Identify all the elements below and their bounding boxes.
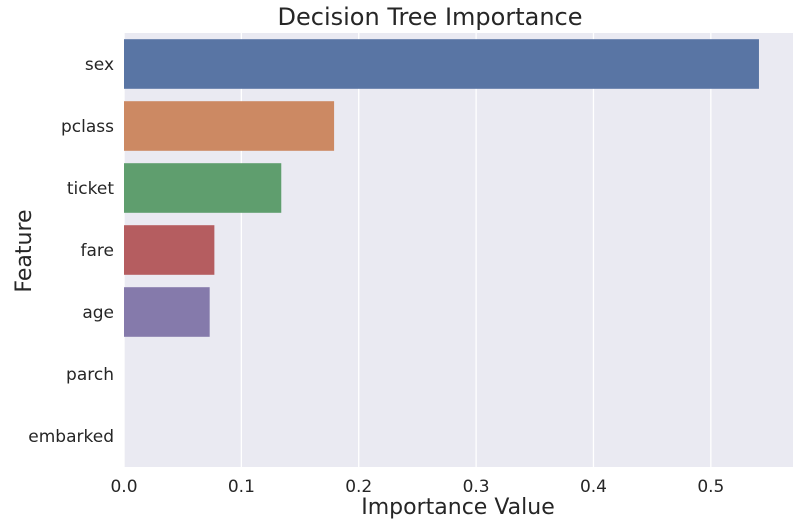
y-tick-label: age	[82, 303, 114, 323]
bar-ticket	[124, 163, 282, 213]
y-tick-label: pclass	[61, 117, 114, 137]
x-tick-label: 0.2	[345, 477, 372, 497]
bars	[124, 39, 759, 337]
bar-pclass	[124, 101, 335, 151]
y-axis-label: Feature	[12, 209, 37, 292]
y-tick-label: ticket	[67, 179, 114, 199]
x-tick-label: 0.1	[228, 477, 255, 497]
bar-sex	[124, 39, 759, 89]
plot-background	[124, 33, 793, 467]
y-tick-labels: sex pclass ticket fare age parch embarked	[28, 55, 114, 447]
y-tick-label: sex	[85, 55, 114, 75]
y-tick-label: parch	[66, 365, 114, 385]
x-tick-labels: 0.0 0.1 0.2 0.3 0.4 0.5	[110, 477, 724, 497]
x-axis-label: Importance Value	[361, 495, 554, 520]
bar-age	[124, 287, 210, 337]
y-tick-label: embarked	[28, 427, 114, 447]
x-tick-label: 0.4	[580, 477, 607, 497]
x-tick-label: 0.5	[697, 477, 724, 497]
x-tick-label: 0.0	[110, 477, 137, 497]
bar-fare	[124, 225, 215, 275]
x-tick-label: 0.3	[463, 477, 490, 497]
y-tick-label: fare	[81, 241, 114, 261]
chart-title: Decision Tree Importance	[278, 3, 583, 31]
